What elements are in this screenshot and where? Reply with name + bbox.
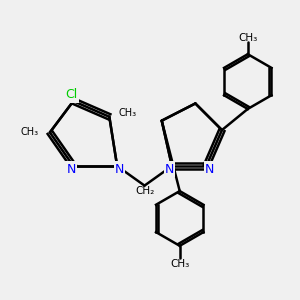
Text: CH₃: CH₃ [119, 108, 137, 118]
Text: N: N [66, 163, 76, 176]
Text: N: N [115, 163, 124, 176]
Text: CH₃: CH₃ [170, 259, 189, 269]
Text: N: N [165, 163, 174, 176]
Text: CH₃: CH₃ [21, 128, 39, 137]
Text: CH₃: CH₃ [238, 33, 257, 43]
Text: CH₂: CH₂ [135, 186, 154, 196]
Text: N: N [205, 163, 214, 176]
Text: Cl: Cl [66, 88, 78, 101]
